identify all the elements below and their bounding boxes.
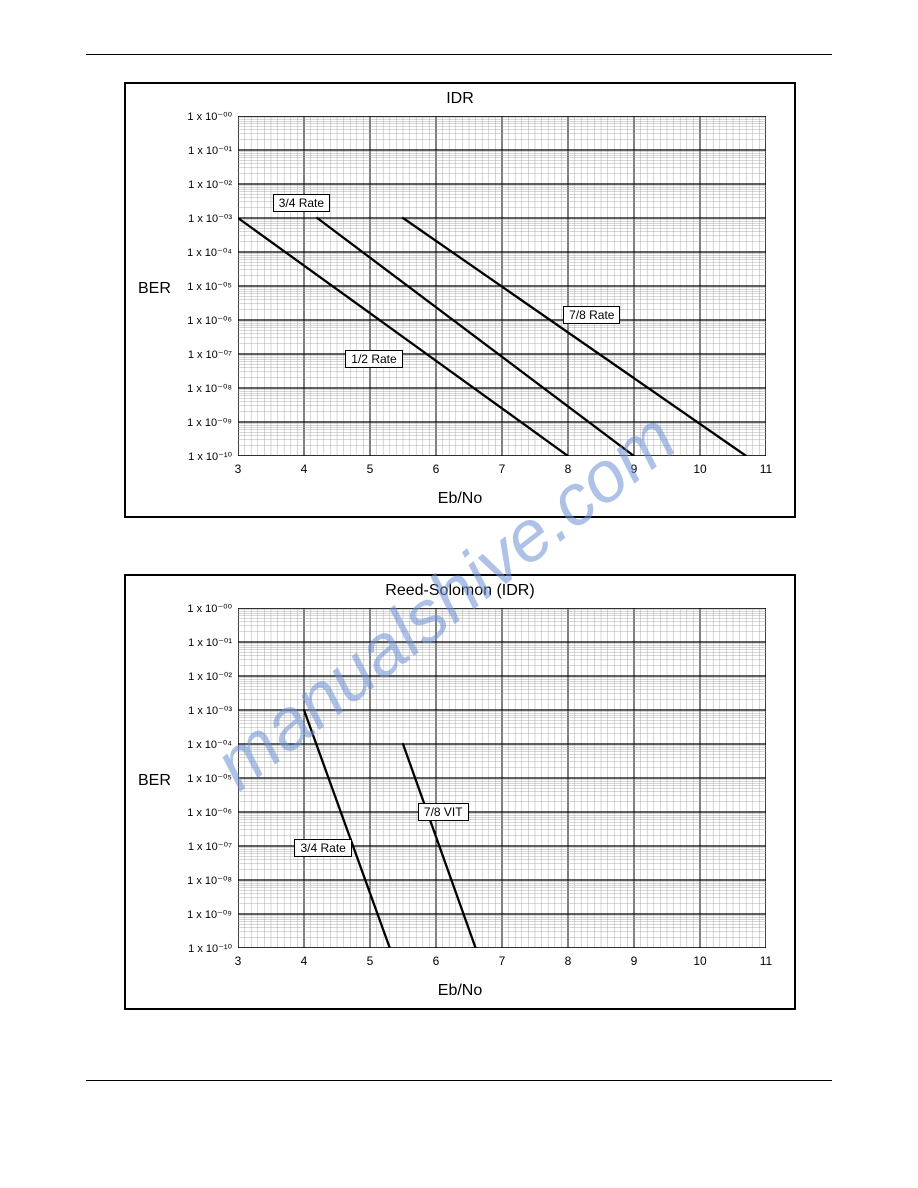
ytick: 1 x 10⁻⁰⁸	[180, 874, 232, 887]
xtick: 8	[553, 954, 583, 968]
xtick: 10	[685, 462, 715, 476]
ytick: 1 x 10⁻⁰¹	[180, 636, 232, 649]
ytick: 1 x 10⁻⁰¹	[180, 144, 232, 157]
xtick: 4	[289, 462, 319, 476]
xtick: 5	[355, 954, 385, 968]
xtick: 9	[619, 954, 649, 968]
chart-idr-box: IDR BER Eb/No 1 x 10⁻⁰⁰ 1 x 10⁻⁰¹ 1 x 10⁻⁰…	[124, 82, 796, 518]
chart-idr-plot	[238, 116, 766, 456]
ytick: 1 x 10⁻⁰³	[180, 704, 232, 717]
xtick: 11	[751, 954, 781, 968]
xtick: 10	[685, 954, 715, 968]
xtick: 6	[421, 462, 451, 476]
xtick: 9	[619, 462, 649, 476]
ytick: 1 x 10⁻⁰⁷	[180, 840, 232, 853]
xtick: 11	[751, 462, 781, 476]
chart-idr-title: IDR	[126, 90, 794, 108]
series-label: 7/8 VIT	[418, 803, 469, 821]
ytick: 1 x 10⁻⁰⁴	[180, 246, 232, 259]
ytick: 1 x 10⁻⁰⁸	[180, 382, 232, 395]
xtick: 7	[487, 462, 517, 476]
series-label: 7/8 Rate	[563, 306, 620, 324]
ytick: 1 x 10⁻⁰⁰	[180, 602, 232, 615]
ytick: 1 x 10⁻⁰⁹	[180, 908, 232, 921]
xtick: 4	[289, 954, 319, 968]
page: IDR BER Eb/No 1 x 10⁻⁰⁰ 1 x 10⁻⁰¹ 1 x 10⁻⁰…	[0, 0, 918, 1188]
xtick: 6	[421, 954, 451, 968]
chart-rs-title: Reed-Solomon (IDR)	[126, 582, 794, 600]
ytick: 1 x 10⁻⁰⁵	[180, 280, 232, 293]
ytick: 1 x 10⁻⁰⁰	[180, 110, 232, 123]
xtick: 3	[223, 462, 253, 476]
xtick: 3	[223, 954, 253, 968]
chart-idr-ylabel: BER	[138, 280, 171, 298]
ytick: 1 x 10⁻⁰⁶	[180, 806, 232, 819]
ytick: 1 x 10⁻⁰⁶	[180, 314, 232, 327]
series-label: 3/4 Rate	[294, 839, 351, 857]
xtick: 8	[553, 462, 583, 476]
ytick: 1 x 10⁻⁰²	[180, 670, 232, 683]
ytick: 1 x 10⁻⁰⁹	[180, 416, 232, 429]
ytick: 1 x 10⁻⁰⁵	[180, 772, 232, 785]
chart-rs-xlabel: Eb/No	[126, 982, 794, 1000]
ytick: 1 x 10⁻⁰⁴	[180, 738, 232, 751]
xtick: 7	[487, 954, 517, 968]
chart-rs-box: Reed-Solomon (IDR) BER Eb/No 1 x 10⁻⁰⁰ 1 …	[124, 574, 796, 1010]
header-rule	[86, 54, 832, 55]
xtick: 5	[355, 462, 385, 476]
chart-rs-plot	[238, 608, 766, 948]
ytick: 1 x 10⁻⁰⁷	[180, 348, 232, 361]
ytick: 1 x 10⁻⁰²	[180, 178, 232, 191]
ytick: 1 x 10⁻⁰³	[180, 212, 232, 225]
series-label: 3/4 Rate	[273, 194, 330, 212]
chart-rs-ylabel: BER	[138, 772, 171, 790]
chart-idr-xlabel: Eb/No	[126, 490, 794, 508]
footer-rule	[86, 1080, 832, 1081]
series-label: 1/2 Rate	[345, 350, 402, 368]
